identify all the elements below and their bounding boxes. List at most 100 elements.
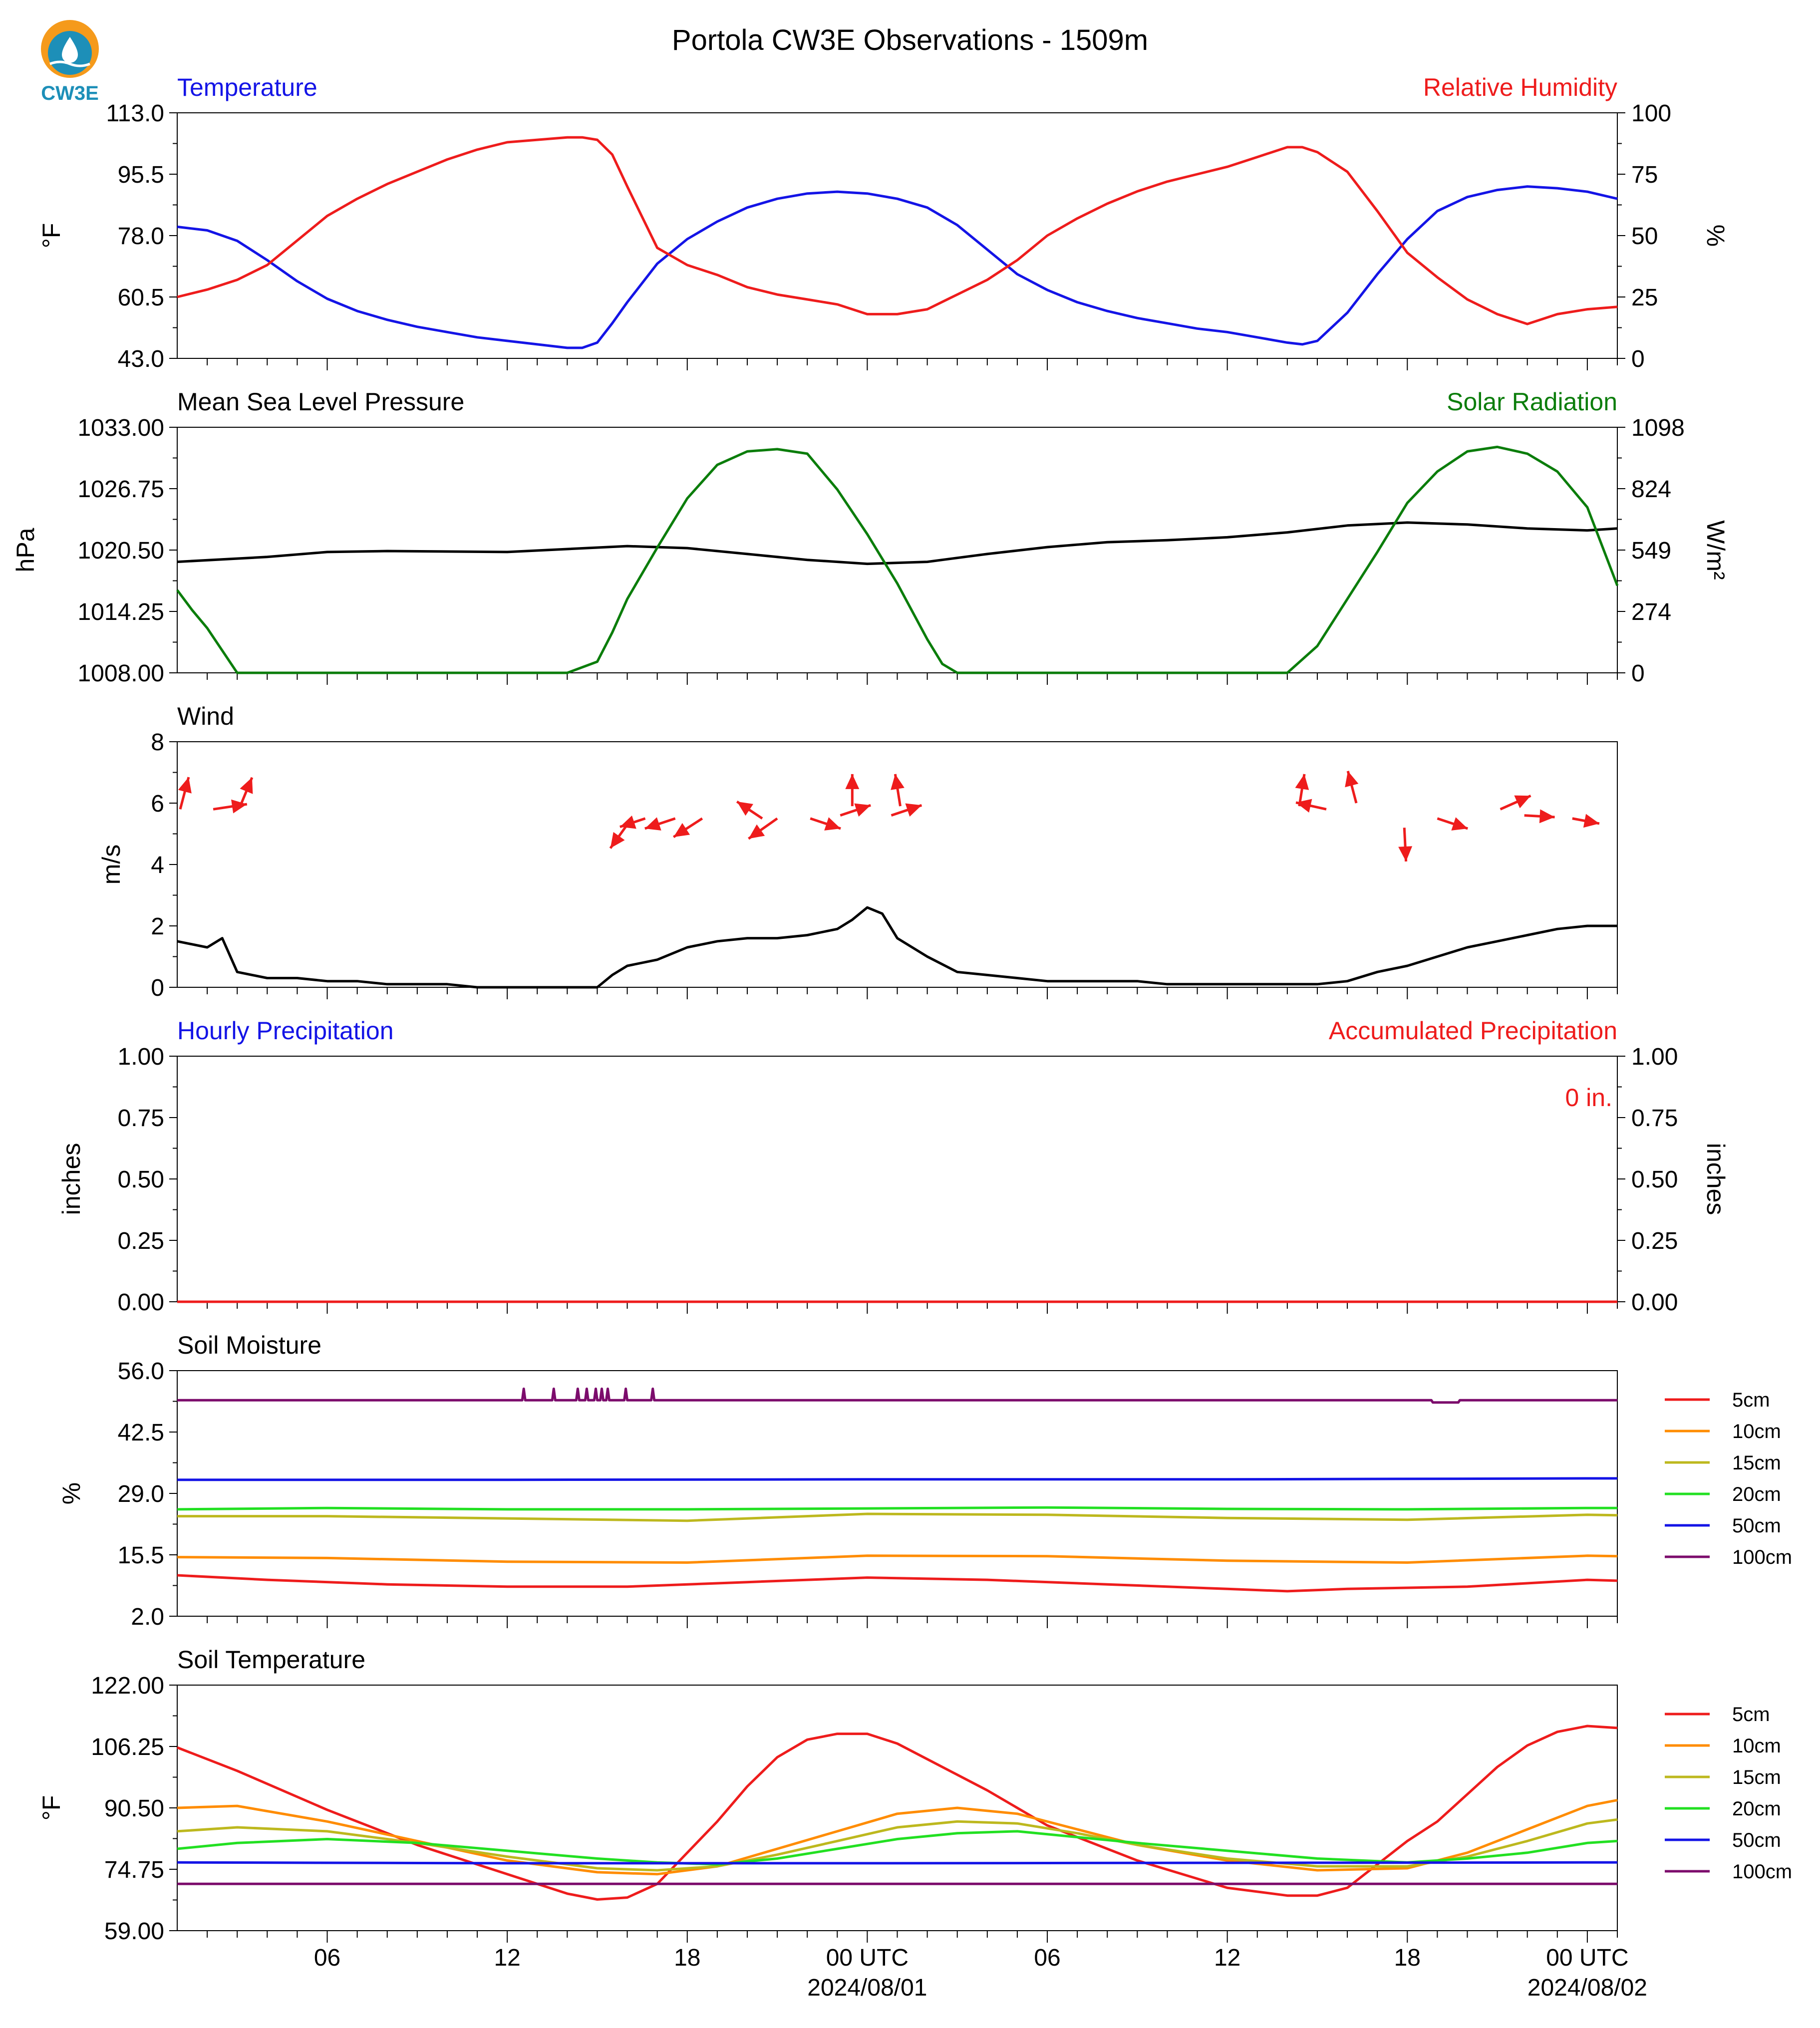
legend-label: 100cm [1732, 1861, 1792, 1883]
left-panel-title: Hourly Precipitation [177, 1017, 394, 1045]
wind-arrow-head [1398, 846, 1413, 862]
wind-arrow-head [1295, 774, 1309, 790]
legend-label: 15cm [1732, 1452, 1781, 1474]
y-tick-label-left: 1026.75 [77, 476, 164, 503]
wind-arrow [1437, 817, 1469, 831]
wind-arrow [672, 817, 703, 839]
wind-arrow-head [1583, 814, 1599, 828]
y-tick-label-right: 0.75 [1631, 1105, 1678, 1132]
wind-arrow-head [1514, 795, 1531, 809]
wind-arrow-head [619, 815, 636, 829]
water-drop-icon [62, 37, 78, 63]
legend-label: 10cm [1732, 1421, 1781, 1443]
wind-arrow [1524, 809, 1555, 824]
x-tick-label: 06 [1034, 1945, 1060, 1971]
wind-arrow [644, 817, 676, 831]
x-tick-label: 18 [1394, 1945, 1421, 1971]
series-line-1 [177, 136, 1618, 325]
wind-arrow-head [1451, 817, 1468, 831]
panel-precipitation: Hourly Precipitation Accumulated Precipit… [57, 1017, 1730, 1316]
y-tick-label-right: 824 [1631, 476, 1671, 503]
wind-arrow [891, 803, 922, 817]
panel-wind: Wind 8 6 4 2 0 m/s [97, 702, 1618, 1001]
wind-arrow [840, 803, 871, 817]
y-tick-label-left: 106.25 [91, 1734, 164, 1760]
y-tick-label-right: 75 [1631, 162, 1658, 188]
y-tick-label-left: 78.0 [118, 223, 164, 250]
series-line-15cm [177, 1512, 1618, 1522]
x-tick-label: 12 [1214, 1945, 1240, 1971]
x-tick-label: 00 UTC [1546, 1945, 1628, 1971]
y-tick-label-right: 25 [1631, 285, 1658, 311]
y-tick-label-right: 50 [1631, 223, 1658, 250]
left-panel-title: Soil Temperature [177, 1646, 365, 1674]
logo-text: CW3E [41, 82, 99, 104]
y-tick-label-left: 0.50 [118, 1166, 164, 1193]
y-tick-label-left: 2.0 [131, 1604, 164, 1630]
y-tick-label-left: 2 [151, 913, 164, 940]
wind-arrow [178, 777, 192, 810]
y-tick-label-left: 56.0 [118, 1358, 164, 1385]
y-tick-label-left: 8 [151, 729, 164, 756]
y-tick-label-left: 1014.25 [77, 599, 164, 625]
y-tick-label-left: 1.00 [118, 1044, 164, 1070]
series-line-50cm [177, 1477, 1617, 1481]
legend-label: 5cm [1732, 1704, 1770, 1726]
wind-arrow-head [1345, 771, 1359, 788]
wind-arrow [845, 774, 860, 807]
series-line-20cm [177, 1830, 1618, 1866]
wind-arrow-head [644, 817, 661, 831]
y-axis-label-left: inches [57, 1143, 85, 1215]
y-tick-label-left: 0.25 [118, 1228, 164, 1254]
right-panel-title: Accumulated Precipitation [1329, 1017, 1617, 1045]
y-tick-label-right: 0.25 [1631, 1228, 1678, 1254]
y-tick-label-left: 29.0 [118, 1481, 164, 1507]
wind-arrow [239, 777, 254, 807]
wind-arrow-head [824, 817, 841, 831]
y-tick-label-left: 0.75 [118, 1105, 164, 1132]
x-axis-labels: 06 12 18 00 UTC 06 12 18 00 UTC 2024/08/01 2024/0… [314, 1945, 1647, 2001]
wind-arrow [810, 817, 841, 831]
y-tick-label-left: 15.5 [118, 1542, 164, 1569]
y-tick-label-right: 0.50 [1631, 1166, 1678, 1193]
y-axis-label-left: m/s [97, 845, 125, 885]
y-axis-label-right: % [1702, 225, 1730, 247]
wind-arrow-head [905, 803, 922, 817]
x-tick-label: 00 UTC [826, 1945, 909, 1971]
y-tick-label-left: 122.00 [91, 1673, 164, 1699]
y-axis-label-left: °F [37, 1795, 65, 1821]
y-tick-label-left: 113.0 [106, 100, 164, 127]
logo-wave-icon [49, 60, 90, 67]
y-tick-label-left: 43.0 [118, 346, 164, 372]
wind-arrow-head [240, 777, 253, 794]
y-tick-label-left: 60.5 [118, 285, 164, 311]
right-panel-title: Relative Humidity [1423, 73, 1617, 101]
y-tick-label-left: 0.00 [118, 1289, 164, 1316]
y-axis-label-right: inches [1702, 1143, 1730, 1215]
chart-title: Portola CW3E Observations - 1509m [672, 24, 1148, 56]
y-tick-label-right: 1098 [1631, 415, 1685, 441]
y-axis-label-left: °F [37, 223, 65, 249]
wind-arrow [891, 774, 905, 807]
y-tick-label-left: 6 [151, 791, 164, 817]
wind-arrow [619, 815, 646, 829]
wind-arrow [1295, 774, 1309, 807]
wind-arrow-head [891, 774, 905, 790]
y-tick-label-left: 95.5 [118, 162, 164, 188]
wind-arrow [1345, 771, 1359, 804]
wind-arrow [1398, 828, 1413, 862]
y-tick-label-left: 4 [151, 852, 164, 878]
panel-pressure_solar: Mean Sea Level Pressure Solar Radiation 10… [11, 388, 1730, 687]
legend-label: 20cm [1732, 1798, 1781, 1820]
y-tick-label-right: 0 [1631, 660, 1645, 687]
accumulated-precip-annotation: 0 in. [1565, 1084, 1612, 1112]
wind-arrow-head [845, 774, 860, 789]
y-tick-label-left: 74.75 [104, 1857, 164, 1883]
right-panel-title: Solar Radiation [1447, 388, 1617, 416]
y-tick-label-left: 1008.00 [77, 660, 164, 687]
chart-panels: Temperature Relative Humidity 113.0 95.5 78.… [11, 73, 1792, 1945]
wind-arrow-head [231, 799, 247, 814]
left-panel-title: Mean Sea Level Pressure [177, 388, 464, 416]
y-tick-label-right: 100 [1631, 100, 1671, 127]
legend-label: 5cm [1732, 1389, 1770, 1411]
